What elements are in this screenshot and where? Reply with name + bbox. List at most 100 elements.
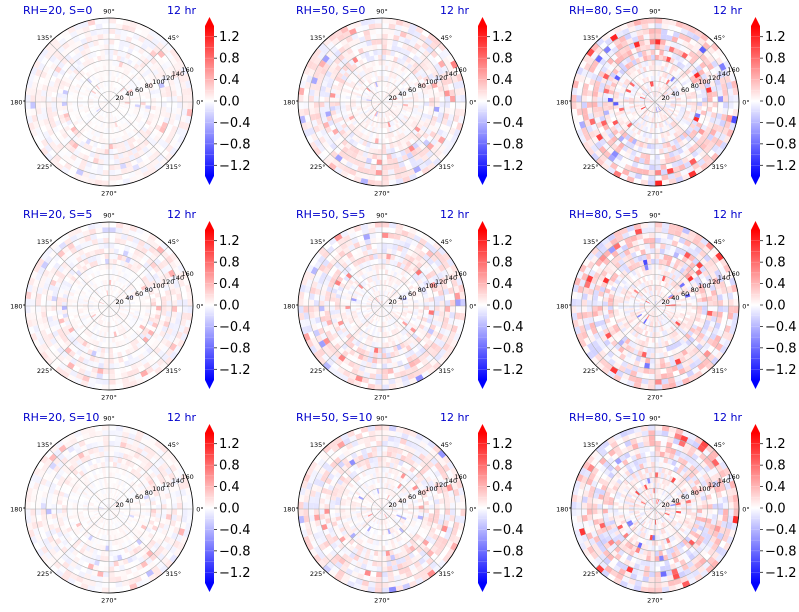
heat-cell [355,142,363,150]
heat-cell [646,95,651,99]
heat-cell [123,41,131,48]
heat-cell [100,143,106,150]
colorbar-tick-label: 1.2 [219,234,240,249]
heat-cell [405,140,413,148]
heat-cell [357,79,364,86]
heat-cell [355,154,363,162]
heat-cell [679,152,687,160]
heat-cell [126,112,132,118]
heat-cell [594,54,603,63]
heat-cell [641,125,647,132]
heat-cell [602,97,608,102]
heat-cell [44,123,52,131]
heat-cell [655,102,661,104]
heat-cell [382,70,385,76]
heat-cell [655,128,658,134]
heat-cell [115,126,120,133]
heat-cell [40,260,49,270]
colorbar-tick-label: 0.0 [219,95,240,110]
heat-cell [165,348,174,357]
heat-cell [571,102,577,110]
heat-cell [145,323,152,330]
heat-cell [382,96,384,102]
heat-cell [119,34,127,42]
heat-cell [636,81,642,88]
heat-cell [356,73,362,80]
heat-cell [665,141,672,148]
heat-cell [63,125,71,133]
heat-cell [634,96,640,100]
heat-cell [93,97,99,101]
heat-cell [75,65,83,73]
heat-cell [103,315,107,322]
heat-cell [648,92,653,98]
colorbar-tick-label: 0.4 [219,277,240,292]
heat-cell [114,373,122,380]
heat-cell [661,18,670,25]
heat-cell [364,62,370,69]
heat-cell [49,121,57,129]
heat-cell [655,112,658,118]
heat-cell [84,149,92,157]
heat-cell [113,315,117,321]
heat-cell [386,95,392,100]
heat-cell [657,92,662,98]
heat-cell [121,135,127,142]
heat-cell [180,270,188,280]
heat-cell [658,54,664,61]
heat-cell [623,117,630,124]
heat-cell [103,44,109,50]
heat-cell [88,96,94,100]
heat-cell [386,301,392,305]
heat-cell [106,274,109,280]
heat-cell [86,120,93,127]
heat-cell [80,147,87,155]
heat-cell [116,259,122,266]
heat-cell [665,99,671,102]
heat-cell [99,301,105,305]
heat-cell [437,42,447,52]
heat-cell [330,61,338,69]
heat-cell [87,382,96,389]
heat-cell [138,332,146,340]
heat-cell [95,174,103,181]
heat-cell [109,316,111,322]
heat-cell [137,327,144,333]
heat-cell [366,73,371,80]
heat-cell [582,141,591,151]
heat-cell [57,265,65,273]
heat-cell [391,136,397,143]
heat-cell [109,117,111,123]
heat-cell [678,127,685,135]
heat-cell [350,80,357,87]
heat-cell [359,86,365,92]
heat-cell [375,76,379,82]
heat-cell [56,73,64,80]
heat-cell [689,74,696,81]
heat-cell [356,117,362,123]
heat-cell [644,110,649,115]
heat-cell [121,172,130,180]
heat-cell [683,35,692,43]
heat-cell [649,70,653,77]
heat-cell [389,83,395,90]
heat-cell [385,310,389,315]
heat-cell [672,149,680,157]
heat-cell [113,97,119,101]
heat-cell [78,295,85,300]
heat-cell [107,112,109,118]
heat-cell [95,311,101,316]
heat-cell [416,123,423,130]
heat-cell [638,118,643,124]
heat-cell [405,110,412,116]
heat-cell [98,60,103,67]
heat-cell [447,82,455,91]
heat-cell [402,105,408,109]
heat-cell [124,337,130,345]
heat-cell [640,45,646,52]
heat-cell [80,290,87,295]
heat-cell [114,116,118,122]
heat-cell [309,53,318,63]
heat-cell [613,94,619,99]
heat-cell [668,178,677,185]
